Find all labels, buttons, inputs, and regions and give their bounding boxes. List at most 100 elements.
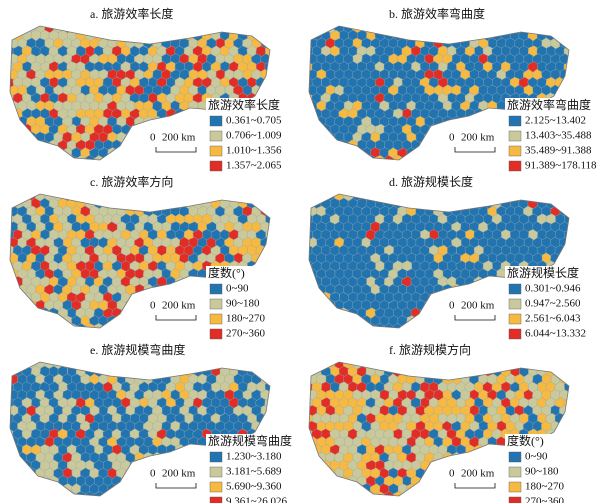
region — [541, 26, 552, 34]
region — [452, 163, 462, 174]
region — [184, 182, 193, 193]
region — [165, 444, 176, 456]
scale-label: 200 km — [162, 132, 196, 144]
region — [10, 459, 15, 472]
region — [325, 331, 335, 342]
region — [30, 155, 42, 160]
region — [260, 362, 270, 370]
region — [388, 163, 398, 174]
region — [215, 347, 225, 358]
legend-swatch — [209, 481, 223, 493]
region — [21, 475, 33, 488]
region — [528, 339, 538, 350]
region — [265, 15, 275, 26]
region — [443, 163, 453, 174]
region — [125, 194, 136, 202]
region — [274, 214, 284, 225]
region — [309, 194, 318, 202]
region — [487, 362, 498, 370]
region — [212, 339, 222, 350]
region — [98, 26, 109, 34]
region — [321, 155, 331, 160]
region — [0, 300, 9, 311]
region — [353, 179, 363, 190]
region — [563, 29, 569, 42]
region — [134, 467, 145, 480]
region — [469, 315, 480, 327]
region — [573, 339, 583, 350]
region — [501, 350, 511, 361]
region — [294, 182, 304, 193]
region — [375, 171, 385, 182]
region — [446, 491, 458, 496]
region — [492, 339, 502, 350]
region — [188, 362, 199, 370]
region — [419, 29, 430, 42]
region — [311, 155, 323, 160]
region — [39, 323, 51, 328]
region — [72, 499, 81, 503]
region — [120, 197, 132, 210]
region — [375, 14, 385, 25]
region — [546, 171, 555, 182]
region — [115, 26, 128, 34]
region — [0, 237, 10, 248]
region — [344, 347, 353, 358]
region — [238, 171, 248, 182]
region — [433, 283, 444, 296]
region — [370, 194, 381, 202]
region — [269, 26, 270, 34]
region — [40, 14, 50, 25]
region — [352, 163, 362, 174]
region — [160, 452, 173, 464]
region — [455, 491, 467, 496]
region — [362, 163, 372, 174]
region — [125, 362, 136, 370]
region — [573, 15, 583, 26]
region — [278, 421, 288, 432]
region — [0, 397, 5, 408]
scale-zero: 0 — [449, 468, 455, 480]
region — [433, 299, 445, 312]
region — [446, 29, 457, 42]
region — [568, 404, 569, 417]
region — [379, 362, 390, 370]
region — [206, 362, 217, 370]
region — [460, 362, 471, 370]
region — [197, 347, 207, 358]
region — [10, 131, 19, 144]
region — [0, 22, 9, 33]
region — [298, 374, 308, 385]
region — [156, 197, 168, 210]
region — [192, 108, 203, 120]
region — [568, 26, 569, 34]
region — [63, 163, 73, 174]
region — [469, 452, 480, 464]
region — [111, 155, 123, 160]
region — [183, 491, 195, 496]
region — [98, 362, 109, 370]
region — [202, 182, 212, 193]
region — [496, 194, 507, 202]
region — [428, 323, 440, 328]
region — [316, 299, 327, 312]
region — [274, 398, 284, 409]
region — [10, 115, 11, 128]
region — [71, 194, 82, 202]
region — [17, 299, 28, 312]
region — [10, 283, 19, 296]
region — [17, 315, 28, 327]
region — [370, 26, 381, 34]
region — [294, 397, 305, 408]
region — [578, 347, 587, 358]
legend-label: 0.361~0.705 — [226, 115, 282, 127]
region — [309, 467, 318, 480]
region — [568, 373, 569, 386]
region — [469, 483, 480, 495]
region — [438, 475, 449, 488]
region — [451, 315, 462, 327]
region — [0, 132, 9, 143]
region — [30, 139, 41, 152]
region — [179, 315, 190, 327]
region — [578, 390, 588, 401]
